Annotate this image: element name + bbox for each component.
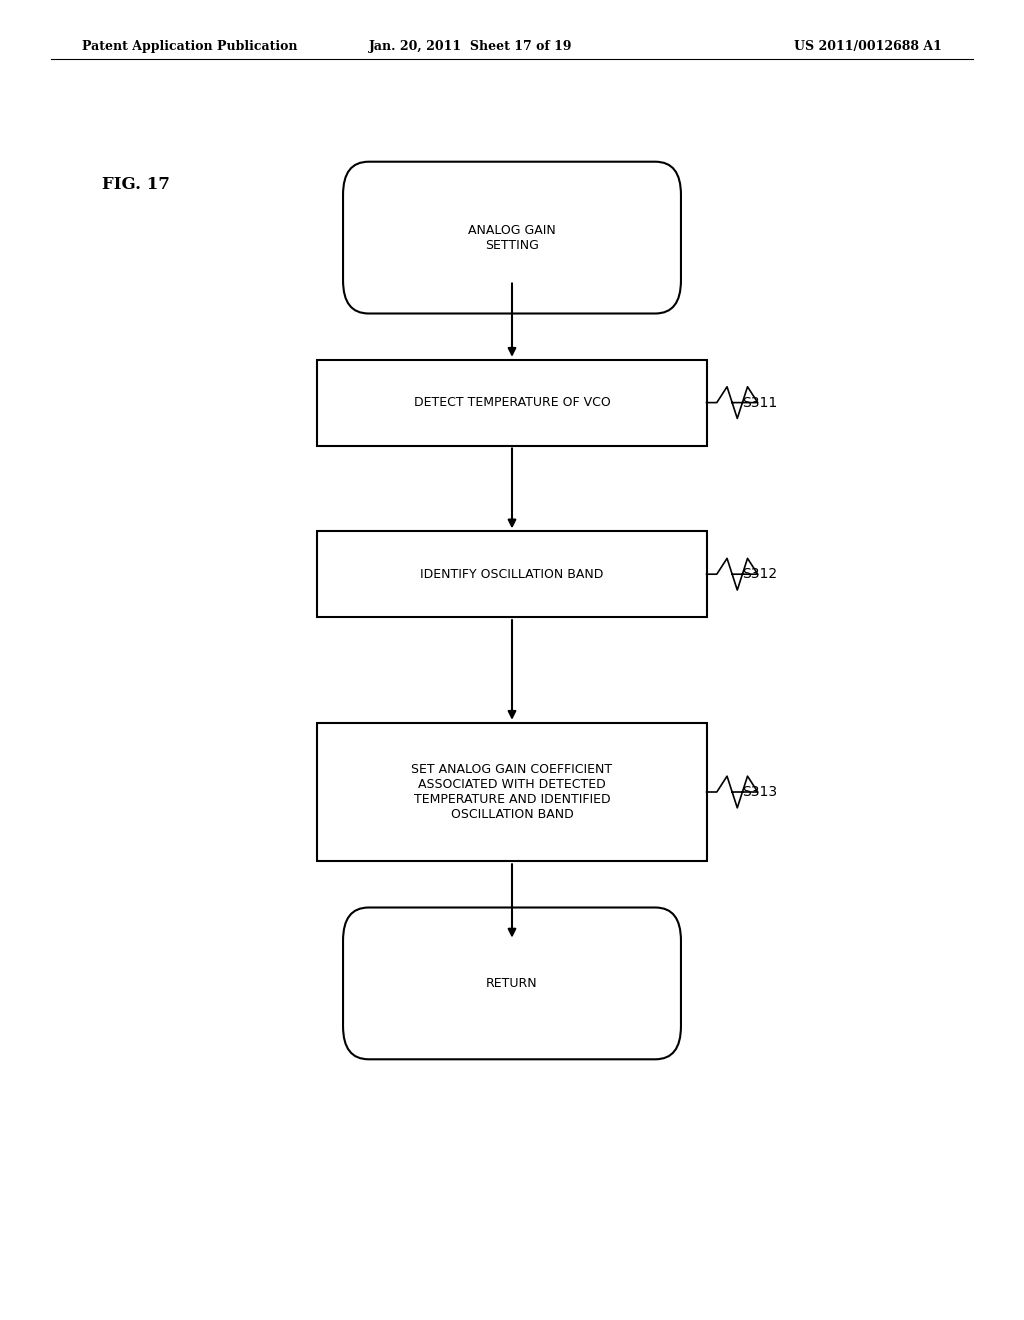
Text: RETURN: RETURN (486, 977, 538, 990)
Text: S312: S312 (742, 568, 777, 581)
FancyBboxPatch shape (343, 162, 681, 314)
Text: Jan. 20, 2011  Sheet 17 of 19: Jan. 20, 2011 Sheet 17 of 19 (370, 40, 572, 53)
Text: SET ANALOG GAIN COEFFICIENT
ASSOCIATED WITH DETECTED
TEMPERATURE AND IDENTIFIED
: SET ANALOG GAIN COEFFICIENT ASSOCIATED W… (412, 763, 612, 821)
Text: IDENTIFY OSCILLATION BAND: IDENTIFY OSCILLATION BAND (420, 568, 604, 581)
Text: ANALOG GAIN
SETTING: ANALOG GAIN SETTING (468, 223, 556, 252)
Text: FIG. 17: FIG. 17 (102, 177, 170, 193)
Text: US 2011/0012688 A1: US 2011/0012688 A1 (795, 40, 942, 53)
FancyBboxPatch shape (317, 359, 707, 446)
Text: Patent Application Publication: Patent Application Publication (82, 40, 297, 53)
Text: S313: S313 (742, 785, 777, 799)
Text: S311: S311 (742, 396, 777, 409)
FancyBboxPatch shape (317, 532, 707, 618)
FancyBboxPatch shape (317, 722, 707, 861)
FancyBboxPatch shape (343, 908, 681, 1059)
Text: DETECT TEMPERATURE OF VCO: DETECT TEMPERATURE OF VCO (414, 396, 610, 409)
